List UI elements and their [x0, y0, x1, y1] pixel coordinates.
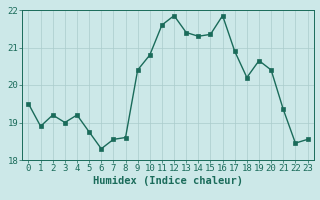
X-axis label: Humidex (Indice chaleur): Humidex (Indice chaleur)	[93, 176, 243, 186]
